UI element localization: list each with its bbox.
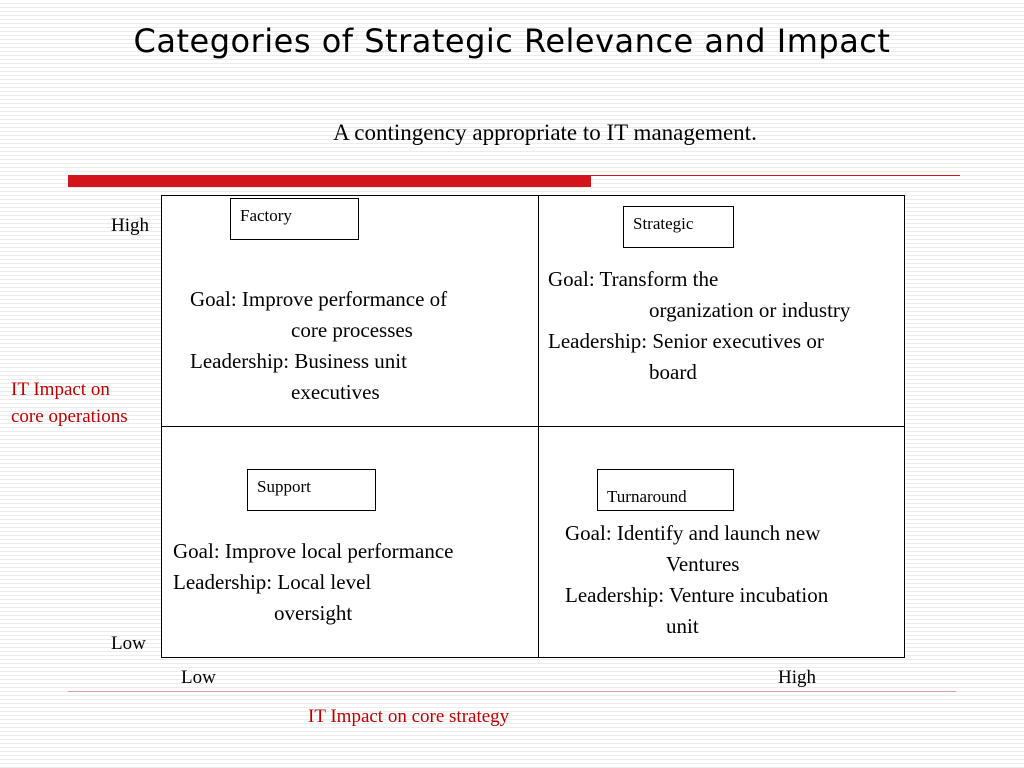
accent-line — [591, 175, 960, 176]
turnaround-leadership-line1: Leadership: Venture incubation — [565, 583, 829, 607]
strategic-grid: Factory Goal: Improve performance of cor… — [161, 195, 905, 658]
strategic-goal-line1: Goal: Transform the — [548, 267, 719, 291]
strategic-goal-line2: organization or industry — [649, 298, 851, 322]
factory-goal-line1: Goal: Improve performance of — [190, 287, 448, 311]
support-leadership-line1: Leadership: Local level — [173, 570, 372, 594]
y-axis-high: High — [111, 215, 149, 236]
turnaround-goal-line2: Ventures — [666, 552, 740, 576]
slide-title: Categories of Strategic Relevance and Im… — [133, 22, 891, 60]
turnaround-description: Goal: Identify and launch new Ventures L… — [565, 518, 828, 642]
support-label-box: Support — [247, 469, 376, 511]
turnaround-label-box: Turnaround — [597, 469, 734, 511]
strategic-leadership-line1: Leadership: Senior executives or — [548, 329, 824, 353]
support-goal-line1: Goal: Improve local performance — [173, 539, 454, 563]
y-axis-label: IT Impact on core operations — [11, 376, 128, 430]
turnaround-leadership-line2: unit — [666, 614, 699, 638]
factory-leadership-line2: executives — [291, 380, 380, 404]
y-axis-low: Low — [111, 633, 146, 654]
strategic-description: Goal: Transform the organization or indu… — [548, 264, 850, 388]
x-axis-high: High — [778, 667, 816, 688]
y-axis-label-line1: IT Impact on — [11, 379, 110, 400]
factory-label-box: Factory — [230, 198, 359, 240]
strategic-leadership-line2: board — [649, 360, 697, 384]
bottom-divider — [68, 691, 956, 692]
support-leadership-line2: oversight — [274, 601, 353, 625]
factory-description: Goal: Improve performance of core proces… — [190, 284, 447, 408]
support-description: Goal: Improve local performance Leadersh… — [173, 536, 453, 629]
turnaround-goal-line1: Goal: Identify and launch new — [565, 521, 821, 545]
grid-horizontal-divider — [162, 426, 904, 427]
factory-leadership-line1: Leadership: Business unit — [190, 349, 407, 373]
strategic-label-box: Strategic — [623, 206, 734, 248]
factory-goal-line2: core processes — [291, 318, 413, 342]
slide-subtitle: A contingency appropriate to IT manageme… — [333, 120, 757, 145]
y-axis-label-line2: core operations — [11, 406, 128, 427]
x-axis-low: Low — [181, 667, 216, 688]
accent-bar — [68, 175, 591, 187]
x-axis-label: IT Impact on core strategy — [308, 706, 510, 727]
